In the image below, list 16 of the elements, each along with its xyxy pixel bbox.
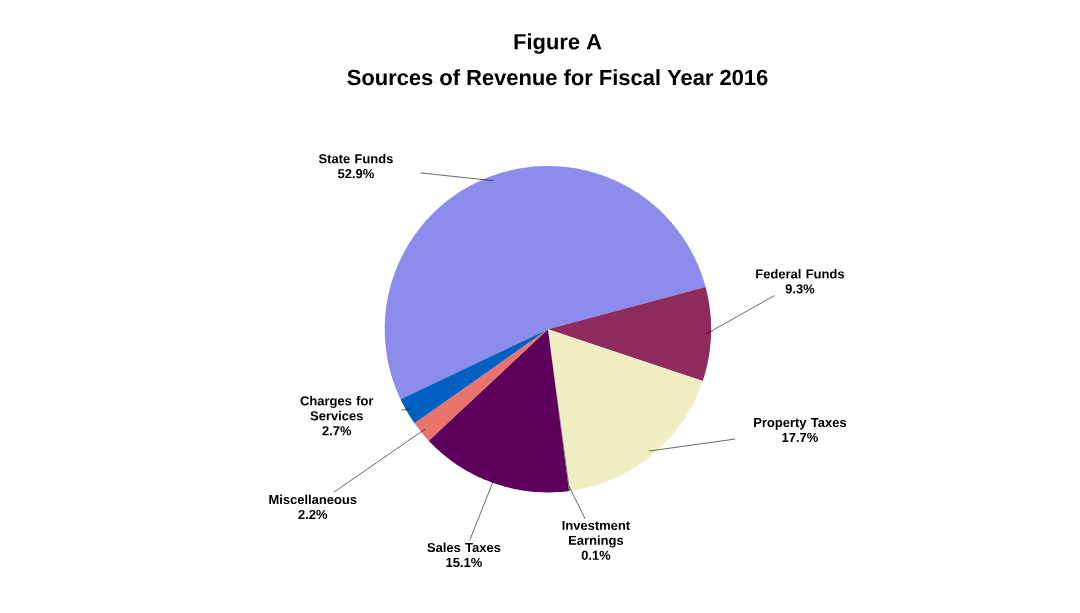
slice-label: State Funds (318, 153, 393, 164)
data-label: 15.1% (446, 557, 482, 568)
data-label: 9.3% (785, 284, 815, 294)
slice-label: Federal Funds (756, 268, 845, 279)
data-label: 0.1% (581, 550, 611, 560)
data-label: 2.7% (322, 426, 352, 436)
slice-label: Charges for Services (300, 395, 374, 421)
data-label: 17.7% (782, 432, 818, 442)
slice-label: Sales Taxes (427, 542, 501, 553)
data-label: 2.2% (298, 509, 328, 520)
slice-label: Property Taxes (754, 418, 847, 430)
chart-title: Figure A (514, 33, 602, 54)
slice-label: Miscellaneous (269, 494, 357, 505)
slice-label: Investment Earnings (562, 520, 630, 548)
chart-subtitle: Sources of Revenue for Fiscal Year 2016 (347, 69, 768, 86)
data-label: 52.9% (337, 169, 374, 179)
